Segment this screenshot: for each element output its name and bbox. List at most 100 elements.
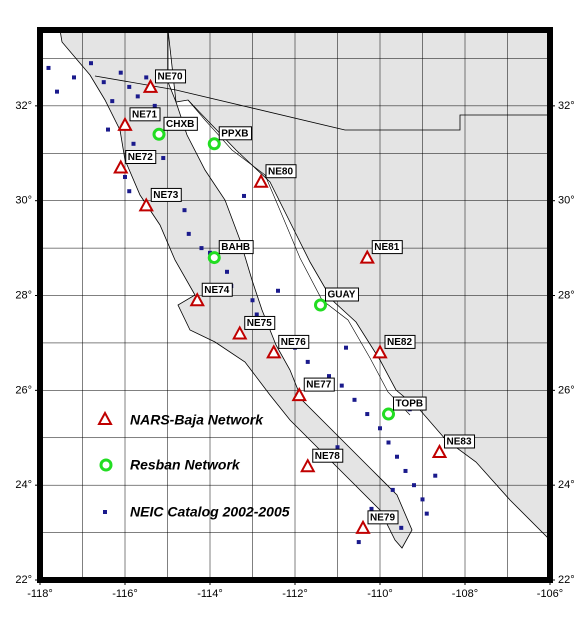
event — [72, 75, 76, 80]
station-label-box — [393, 396, 427, 411]
x-tick-label: -110° — [367, 588, 393, 600]
legend-circle — [99, 458, 113, 472]
station-label-box — [265, 164, 297, 179]
station-resban — [207, 251, 221, 265]
y-tick-label: 28° — [15, 289, 32, 301]
x-tick-label: -118° — [27, 588, 53, 600]
station-label: NE73 — [153, 190, 178, 201]
event — [399, 525, 404, 530]
y-tick-label: 26° — [15, 384, 32, 396]
station-label-box — [155, 69, 187, 84]
event — [110, 99, 115, 104]
station-nars — [266, 344, 282, 359]
y-tick-label: 30° — [15, 195, 32, 207]
event — [118, 70, 123, 75]
station-resban — [314, 298, 327, 312]
event — [135, 94, 140, 99]
event — [250, 298, 255, 303]
station-nars — [355, 519, 371, 534]
event — [403, 468, 408, 473]
y-tick-label: 24° — [558, 479, 575, 491]
station-nars — [253, 173, 269, 188]
station-label: NE76 — [281, 337, 306, 348]
station-nars — [291, 386, 307, 402]
station-label: NE79 — [370, 512, 395, 523]
event — [386, 440, 391, 445]
station-label: NE75 — [247, 318, 272, 329]
event — [123, 174, 127, 179]
y-tick-label: 26° — [558, 384, 575, 396]
event — [412, 483, 416, 488]
station-nars — [232, 325, 248, 340]
station-label-box — [325, 287, 359, 302]
station-label: NE74 — [204, 285, 229, 296]
x-tick-label: -112° — [282, 588, 308, 600]
station-nars — [138, 197, 154, 212]
event — [254, 312, 259, 317]
legend-label: NEIC Catalog 2002-2005 — [130, 504, 290, 520]
event — [186, 231, 191, 236]
station-label-box — [201, 282, 233, 297]
event — [242, 193, 246, 198]
legend-label: Resban Network — [130, 457, 241, 473]
event — [106, 127, 110, 132]
event — [369, 506, 374, 511]
station-label: CHXB — [166, 119, 194, 130]
event — [182, 208, 187, 213]
y-tick-label: 22° — [15, 574, 32, 586]
station-label-box — [129, 107, 161, 122]
station-label-box — [278, 334, 310, 349]
event — [127, 84, 132, 89]
station-label-box — [312, 448, 344, 463]
station-nars — [113, 159, 129, 174]
station-label: NE81 — [374, 242, 399, 253]
station-label: NE82 — [387, 337, 412, 348]
event — [161, 156, 166, 161]
station-label: NE71 — [132, 109, 157, 120]
station-label: PPXB — [221, 128, 248, 139]
legend-triangle — [97, 410, 113, 425]
event — [365, 412, 370, 417]
event — [339, 383, 344, 388]
station-resban — [152, 127, 166, 141]
station-nars — [431, 443, 448, 458]
y-tick-label: 28° — [558, 289, 575, 301]
station-nars — [189, 292, 205, 307]
event — [420, 497, 425, 502]
station-label: GUAY — [328, 290, 356, 301]
border — [94, 75, 550, 131]
station-label: NE77 — [306, 380, 331, 391]
station-label: BAHB — [221, 242, 250, 253]
event — [433, 473, 438, 478]
station-nars — [142, 78, 159, 93]
station-label-box — [244, 315, 276, 330]
legend-label: NARS-Baja Network — [130, 412, 264, 428]
event — [305, 359, 310, 364]
station-label-box — [125, 150, 157, 164]
station-nars — [359, 249, 375, 264]
station-label: NE78 — [315, 451, 340, 462]
event — [378, 426, 382, 431]
event — [199, 246, 204, 251]
event — [356, 540, 361, 545]
x-tick-label: -108° — [452, 588, 478, 600]
event — [101, 80, 106, 85]
event — [352, 397, 357, 402]
event — [131, 141, 136, 146]
station-label: NE72 — [128, 152, 153, 163]
y-tick-label: 32° — [15, 100, 32, 112]
event — [335, 445, 340, 450]
y-tick-label: 22° — [558, 574, 575, 586]
x-tick-label: -116° — [112, 588, 138, 600]
event — [344, 345, 348, 350]
station-label-box — [218, 240, 254, 255]
event — [55, 89, 59, 94]
event — [89, 61, 93, 66]
y-tick-label: 32° — [558, 100, 575, 112]
y-tick-label: 24° — [15, 479, 32, 491]
station-nars — [372, 344, 388, 359]
station-nars — [117, 116, 133, 131]
station-label-box — [384, 334, 416, 349]
station-label: NE80 — [268, 166, 293, 177]
x-tick-label: -106° — [537, 588, 563, 600]
